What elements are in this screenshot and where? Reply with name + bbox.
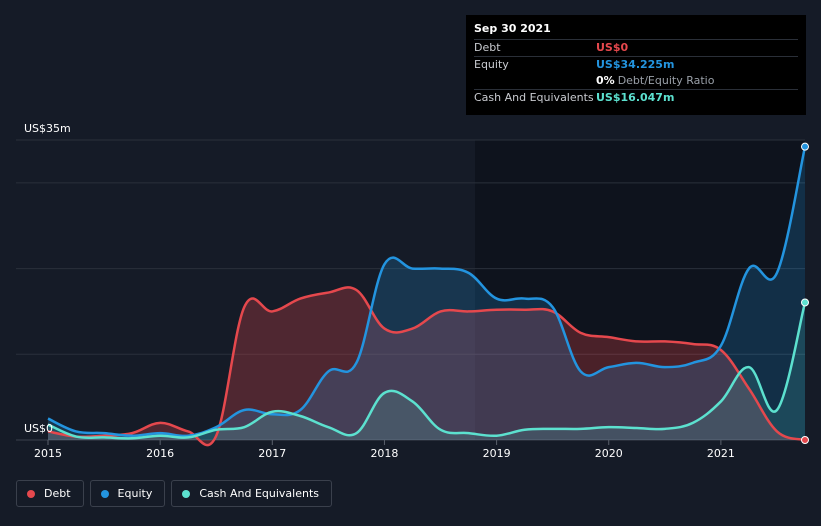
tooltip-ratio-caption: Debt/Equity Ratio [617,74,715,87]
series-areas [48,146,805,446]
debt-area [48,287,805,446]
legend-item-equity[interactable]: Equity [89,480,166,507]
y-axis-bottom-label: US$0 [24,422,53,435]
tooltip-label: Equity [474,58,509,71]
legend-dot-icon [182,489,191,498]
legend-dot-icon [27,489,35,498]
debt-line [47,286,806,447]
legend-label: Equity [117,487,153,500]
tooltip-value-ratio: 0% [596,74,615,87]
x-tick-label: 2018 [370,447,398,460]
debt-end-marker [801,436,809,444]
cash-end-marker [801,298,809,307]
tooltip-value-equity: US$34.225m [596,58,675,71]
legend-label: Debt [44,487,71,500]
end-markers [801,142,809,444]
tooltip-value-cash: US$16.047m [596,91,675,104]
legend-label: Cash And Equivalents [199,487,319,500]
x-tick-label: 2016 [146,447,174,460]
x-tick-label: 2019 [483,447,511,460]
x-tick-label: 2015 [34,447,62,460]
cash-line [47,302,807,440]
equity-line [47,146,807,438]
tooltip-row-equity: Equity US$34.225m [474,56,798,73]
x-tick-label: 2020 [595,447,623,460]
tooltip-row-ratio: 0% Debt/Equity Ratio [474,73,798,89]
x-tick-label: 2017 [258,447,286,460]
chart-legend: Debt Equity Cash And Equivalents [16,480,332,507]
tooltip-value-debt: US$0 [596,41,629,54]
tooltip-row-cash: Cash And Equivalents US$16.047m [474,89,798,106]
series-lines [47,146,807,447]
y-axis-top-label: US$35m [24,122,71,135]
tooltip-row-debt: Debt US$0 [474,39,798,56]
tooltip-label [474,73,596,89]
equity-end-marker [801,142,809,151]
x-axis-ticks: 2015 2016 2017 2018 2019 2020 2021 [34,440,735,460]
cash-area [48,302,805,440]
legend-item-cash[interactable]: Cash And Equivalents [171,480,332,507]
tooltip-date: Sep 30 2021 [474,22,551,35]
legend-item-debt[interactable]: Debt [16,480,84,507]
tooltip-label: Cash And Equivalents [474,91,594,104]
data-tooltip: Sep 30 2021 Debt US$0 Equity US$34.225m … [466,15,806,115]
x-tick-label: 2021 [707,447,735,460]
tooltip-label: Debt [474,41,501,54]
equity-area [48,146,805,440]
legend-dot-icon [100,489,109,498]
